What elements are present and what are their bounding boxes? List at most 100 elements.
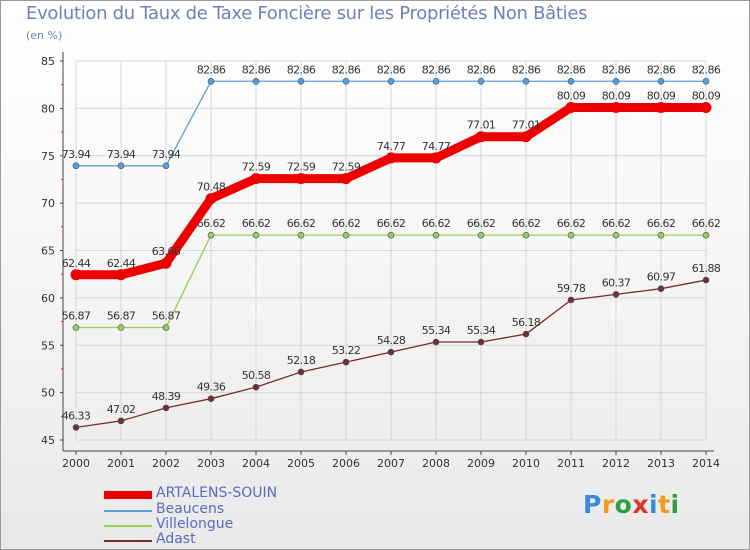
data-label: 77.01 [512, 119, 541, 132]
data-point [432, 231, 440, 239]
data-point [430, 152, 442, 164]
data-point [162, 404, 170, 412]
y-axis-unit-label: (en %) [26, 29, 63, 42]
data-point [252, 383, 260, 391]
data-point [342, 77, 350, 85]
data-point [610, 102, 622, 114]
x-tick-label: 2004 [242, 457, 270, 470]
legend-label: ARTALENS-SOUIN [156, 485, 278, 501]
data-point [297, 231, 305, 239]
x-tick-label: 2003 [197, 457, 225, 470]
data-point [160, 257, 172, 269]
y-tick-label: 70 [41, 197, 55, 210]
data-label: 66.62 [512, 217, 541, 230]
data-point [117, 417, 125, 425]
chart-title: Evolution du Taux de Taxe Foncière sur l… [26, 3, 588, 24]
data-label: 82.86 [692, 63, 721, 76]
y-tick-label: 45 [41, 434, 55, 447]
data-label: 66.62 [557, 217, 586, 230]
legend-swatch-villelongue [104, 525, 152, 527]
data-label: 82.86 [512, 63, 541, 76]
data-label: 80.09 [692, 90, 721, 103]
data-label: 73.94 [62, 148, 91, 161]
data-point [657, 231, 665, 239]
data-point [385, 152, 397, 164]
data-point [477, 77, 485, 85]
grid [75, 60, 707, 441]
series-adast: 46.33 47.02 48.39 49.36 50.58 52.18 53.22 54.28… [62, 262, 721, 431]
x-tick-label: 2007 [377, 457, 405, 470]
data-label: 56.87 [62, 310, 91, 323]
logo-letter: t [658, 490, 671, 519]
data-label: 66.62 [467, 217, 496, 230]
data-label: 48.39 [152, 390, 181, 403]
data-point [295, 173, 307, 185]
legend-swatch-artalens-souin [104, 491, 152, 499]
y-tick-label: 60 [41, 292, 55, 305]
y-tick-label: 55 [41, 339, 55, 352]
data-label: 60.37 [602, 276, 631, 289]
data-label: 82.86 [422, 63, 451, 76]
legend-label: Beaucens [156, 501, 225, 517]
logo-letter: i [649, 490, 659, 519]
data-label: 53.22 [332, 344, 361, 357]
data-label: 56.87 [107, 310, 136, 323]
data-label: 82.86 [287, 63, 316, 76]
data-point [702, 77, 710, 85]
y-tick-label: 75 [41, 150, 55, 163]
data-point [432, 338, 440, 346]
data-label: 70.48 [197, 181, 226, 194]
data-point [72, 324, 80, 331]
x-tick-label: 2008 [422, 457, 450, 470]
data-label: 55.34 [467, 324, 496, 337]
data-label: 47.02 [107, 403, 136, 416]
data-label: 66.62 [602, 217, 631, 230]
data-point [115, 269, 127, 281]
data-point [207, 395, 215, 402]
data-label: 72.59 [332, 161, 361, 174]
data-point [522, 77, 530, 85]
x-tick-label: 2006 [332, 457, 360, 470]
series-villelongue: 56.87 56.87 56.87 66.62 66.62 66.62 66.62 66.62… [62, 217, 721, 331]
data-point [70, 269, 82, 281]
data-point [612, 77, 620, 85]
data-point [702, 276, 710, 284]
data-label: 66.62 [242, 217, 271, 230]
data-point [657, 77, 665, 85]
data-label: 73.94 [107, 148, 136, 161]
data-label: 66.62 [647, 217, 676, 230]
data-point [162, 162, 170, 170]
data-label: 59.78 [557, 282, 586, 295]
data-label: 54.28 [377, 334, 406, 347]
x-tick-label: 2013 [647, 457, 675, 470]
data-label: 82.86 [647, 63, 676, 76]
data-label: 62.44 [107, 257, 136, 270]
data-point [567, 231, 575, 239]
data-label: 61.88 [692, 262, 721, 275]
data-label: 46.33 [62, 409, 91, 422]
data-label: 82.86 [197, 63, 226, 76]
data-label: 66.62 [377, 217, 406, 230]
data-point [207, 231, 215, 239]
series-artalens-souin: 62.44 62.44 63.66 70.48 72.59 72.59 72.59 74.77… [62, 90, 721, 281]
data-label: 62.44 [62, 257, 91, 270]
data-label: 82.86 [557, 63, 586, 76]
logo-letter: o [614, 490, 633, 519]
data-point [702, 231, 710, 239]
data-point [252, 231, 260, 239]
data-label: 60.97 [647, 271, 676, 284]
y-tick-label: 50 [41, 387, 55, 400]
x-tick-label: 2012 [602, 457, 630, 470]
data-point [297, 368, 305, 376]
x-tick-label: 2000 [62, 457, 90, 470]
data-label: 82.86 [242, 63, 271, 76]
data-point [387, 77, 395, 85]
data-label: 80.09 [647, 90, 676, 103]
data-point [475, 131, 487, 143]
data-point [72, 162, 80, 170]
data-point [522, 231, 530, 239]
data-label: 82.86 [602, 63, 631, 76]
data-label: 66.62 [422, 217, 451, 230]
data-label: 49.36 [197, 381, 226, 394]
data-label: 52.18 [287, 354, 316, 367]
